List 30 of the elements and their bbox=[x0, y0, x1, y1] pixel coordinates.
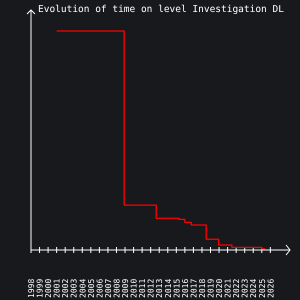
x-tick-label: 1999 bbox=[36, 278, 45, 298]
x-tick-label: 2007 bbox=[104, 278, 113, 298]
x-tick-label: 2025 bbox=[258, 278, 267, 298]
x-tick-label: 2020 bbox=[215, 278, 224, 298]
x-tick-label: 2010 bbox=[130, 278, 139, 298]
chart-title: Evolution of time on level Investigation DL bbox=[38, 4, 284, 15]
x-tick-label: 2021 bbox=[224, 278, 233, 298]
x-tick-label: 2022 bbox=[232, 278, 242, 298]
x-tick-label: 2001 bbox=[52, 278, 62, 298]
x-tick-label: 2016 bbox=[180, 278, 190, 298]
x-tick-label: 2011 bbox=[138, 278, 148, 298]
x-tick-label: 2015 bbox=[172, 278, 182, 298]
x-tick-label: 2009 bbox=[121, 278, 130, 298]
x-tick-label: 1998 bbox=[27, 278, 36, 298]
x-tick-label: 2018 bbox=[198, 278, 207, 298]
x-tick-label: 2008 bbox=[112, 278, 122, 298]
x-tick-label: 2024 bbox=[249, 278, 258, 298]
x-tick-label: 2013 bbox=[155, 278, 164, 298]
x-tick-label: 2019 bbox=[206, 278, 216, 298]
x-tick-label: 2012 bbox=[146, 278, 156, 298]
x-tick-label: 2005 bbox=[86, 278, 96, 298]
x-tick-label: 2002 bbox=[61, 278, 70, 298]
x-tick-label: 2023 bbox=[240, 278, 250, 298]
x-tick-label: 2004 bbox=[78, 278, 88, 298]
x-tick-label: 2006 bbox=[95, 278, 104, 298]
x-tick-label: 2014 bbox=[164, 278, 173, 298]
x-tick-label: 2026 bbox=[266, 278, 276, 298]
x-tick-label: 2000 bbox=[44, 278, 54, 298]
x-tick-label: 2017 bbox=[189, 278, 198, 298]
x-tick-label: 2003 bbox=[70, 278, 79, 298]
